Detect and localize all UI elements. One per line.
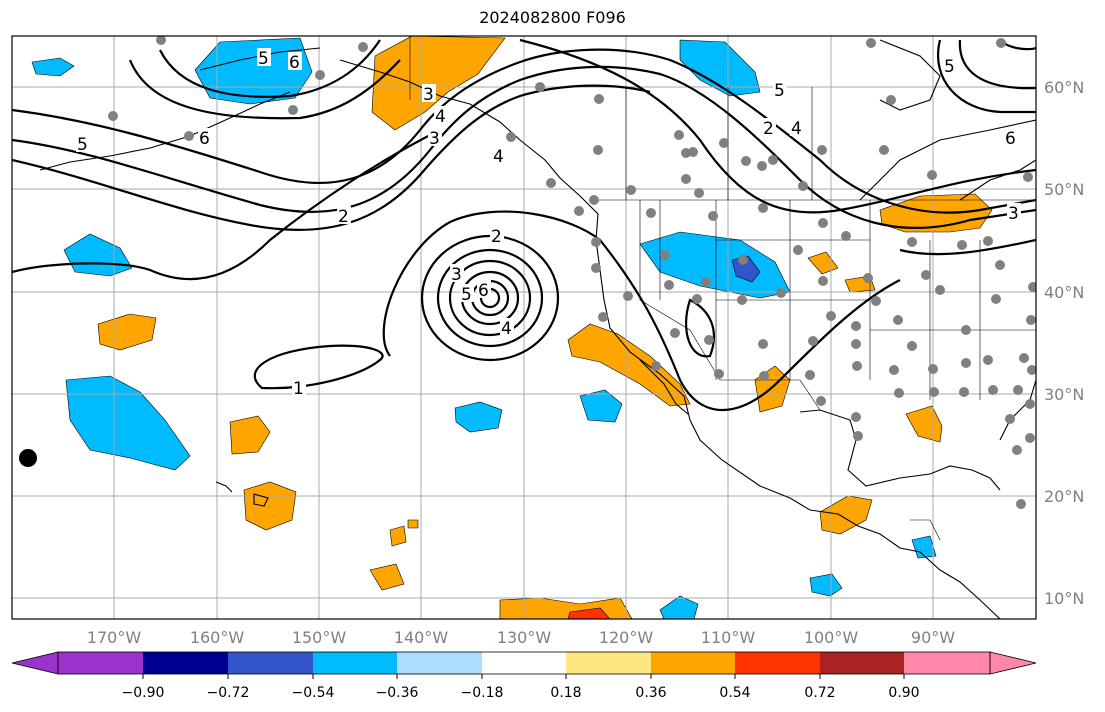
map-title: 2024082800 F096 [479, 8, 626, 27]
colorbar-tick-label: −0.72 [207, 685, 250, 701]
height-contours [12, 38, 1036, 412]
lat-label: 30°N [1044, 385, 1084, 404]
colorbar-swatch [651, 652, 735, 674]
colorbar-tick-label: −0.18 [461, 685, 504, 701]
colorbar-swatch [482, 652, 566, 674]
lon-label: 140°W [394, 628, 449, 647]
colorbar-tick-label: 0.36 [635, 685, 666, 701]
lon-label: 160°W [190, 628, 245, 647]
colorbar-swatch [735, 652, 820, 674]
negative-anomaly-region [65, 375, 191, 471]
colorbar-swatch [566, 652, 651, 674]
positive-anomaly-region [243, 481, 297, 531]
contour-label: 3 [429, 129, 440, 149]
contour-label: 5 [258, 49, 269, 69]
contour-label: 3 [423, 85, 434, 105]
contour-label: 4 [493, 147, 504, 167]
contour-label: 6 [1005, 129, 1016, 149]
contour-label: 4 [501, 319, 512, 339]
lon-label: 100°W [804, 628, 859, 647]
colorbar-tick-label: −0.36 [376, 685, 419, 701]
contour-label: 4 [435, 107, 446, 127]
contour-label: 5 [461, 285, 472, 305]
colorbar-swatch [904, 652, 990, 674]
colorbar-tick-label: −0.90 [122, 685, 165, 701]
anomaly-shading [31, 36, 993, 619]
negative-anomaly-region [63, 233, 133, 277]
colorbar-swatch [58, 652, 143, 674]
latitude-axis: 60°N 50°N 40°N 30°N 20°N 10°N [1044, 78, 1084, 608]
contour-label: 6 [199, 129, 210, 149]
colorbar-swatch [820, 652, 904, 674]
lon-label: 90°W [911, 628, 955, 647]
colorbar-tick-label: 0.90 [888, 685, 919, 701]
lat-label: 60°N [1044, 78, 1084, 97]
positive-anomaly-region [567, 323, 691, 407]
positive-anomaly-region [369, 563, 405, 591]
contour-label-group: 5 6 5 6 4 3 4 3 2 5 2 4 5 6 [76, 48, 1021, 399]
longitude-axis: 170°W 160°W 150°W 140°W 130°W 120°W 110°… [87, 628, 955, 647]
negative-anomaly-region [454, 401, 503, 433]
contour-label: 5 [774, 81, 785, 101]
colorbar-swatch [313, 652, 397, 674]
colorbar-swatch [397, 652, 482, 674]
contour-label: 1 [293, 379, 304, 399]
colorbar-swatch [228, 652, 313, 674]
colorbar-extend-high [989, 651, 1037, 675]
lat-label: 20°N [1044, 487, 1084, 506]
colorbar-tick-label: 0.54 [719, 685, 750, 701]
negative-anomaly-region [911, 535, 937, 559]
black-station-marker [19, 449, 37, 467]
lon-label: 110°W [701, 628, 756, 647]
lat-label: 10°N [1044, 589, 1084, 608]
lat-label: 50°N [1044, 180, 1084, 199]
negative-anomaly-region [579, 389, 623, 423]
contour-label: 4 [791, 119, 802, 139]
station-markers [108, 36, 1036, 509]
map-frame [11, 35, 1037, 620]
contour-label: 3 [1008, 204, 1019, 224]
positive-anomaly-region [229, 415, 271, 455]
contour-label: 5 [77, 135, 88, 155]
negative-anomaly-region [809, 573, 843, 597]
contour-label: 2 [763, 119, 774, 139]
colorbar-tick-label: 0.72 [804, 685, 835, 701]
positive-anomaly-core [567, 607, 611, 619]
contour-label: 2 [491, 227, 502, 247]
colorbar-tick-label: 0.18 [550, 685, 581, 701]
lon-label: 150°W [292, 628, 347, 647]
colorbar: −0.90 −0.72 −0.54 −0.36 −0.18 0.18 0.36 … [11, 651, 1037, 701]
lon-label: 170°W [87, 628, 142, 647]
colorbar-swatch [143, 652, 228, 674]
lon-label: 130°W [497, 628, 552, 647]
lon-label: 120°W [599, 628, 654, 647]
contour-label: 3 [451, 265, 462, 285]
colorbar-extend-low [11, 651, 59, 675]
positive-anomaly-region [389, 525, 407, 547]
negative-anomaly-region [31, 57, 75, 77]
positive-anomaly-region [97, 313, 157, 351]
contour-label: 6 [289, 53, 300, 73]
contour-label: 6 [478, 281, 489, 301]
negative-anomaly-region [679, 39, 761, 97]
contour-label: 2 [338, 207, 349, 227]
contour-label: 5 [944, 57, 955, 77]
colorbar-tick-label: −0.54 [292, 685, 335, 701]
graticule [12, 36, 1036, 619]
lat-label: 40°N [1044, 283, 1084, 302]
positive-anomaly-region [371, 36, 506, 131]
positive-anomaly-region [407, 519, 419, 529]
